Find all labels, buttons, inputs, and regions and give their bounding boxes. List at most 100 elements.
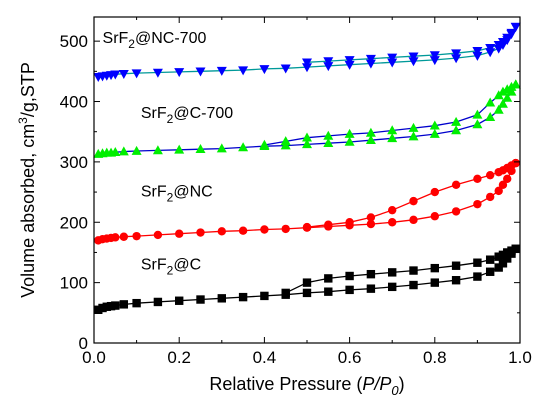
data-point: [280, 64, 291, 74]
data-point: [344, 136, 355, 146]
data-point: [280, 136, 291, 146]
data-point: [472, 109, 483, 119]
y-tick-label: 100: [60, 274, 88, 293]
data-point: [102, 302, 111, 311]
data-point: [195, 67, 206, 77]
data-point: [497, 86, 508, 96]
data-point: [451, 49, 462, 59]
data-point: [430, 212, 439, 221]
data-point: [110, 70, 121, 80]
data-point: [485, 112, 496, 122]
data-point: [238, 226, 248, 235]
data-point: [131, 145, 142, 155]
data-point: [494, 186, 503, 196]
data-point: [195, 144, 206, 154]
data-point: [119, 300, 129, 309]
data-point: [493, 40, 504, 50]
data-point: [408, 52, 419, 62]
data-point: [451, 54, 462, 64]
data-point: [409, 196, 418, 206]
data-point: [132, 298, 141, 308]
data-point: [366, 219, 376, 229]
data-point: [409, 215, 418, 225]
data-point: [493, 104, 504, 114]
data-point: [153, 297, 163, 307]
y-tick-label: 0: [79, 334, 88, 353]
data-point: [260, 225, 269, 234]
data-point: [111, 233, 120, 242]
data-point: [387, 58, 398, 68]
data-point: [472, 119, 483, 129]
y-tick-label: 400: [60, 93, 88, 112]
data-point: [323, 57, 334, 67]
data-point: [498, 180, 508, 190]
data-point: [451, 180, 461, 190]
x-tick-label: 0.6: [338, 348, 362, 367]
data-point: [485, 97, 496, 107]
data-point: [510, 22, 521, 32]
data-point: [106, 301, 116, 311]
data-point: [365, 134, 376, 144]
data-point: [196, 295, 205, 304]
y-tick-label: 300: [60, 153, 88, 172]
data-point: [387, 133, 398, 143]
data-point: [365, 127, 376, 137]
data-point: [302, 58, 312, 68]
data-point: [259, 139, 270, 149]
data-point: [387, 53, 398, 63]
data-point: [119, 232, 129, 241]
data-point: [429, 56, 440, 66]
data-point: [485, 255, 495, 264]
data-point: [494, 263, 503, 272]
data-point: [324, 274, 333, 283]
data-point: [430, 278, 439, 287]
data-point: [494, 167, 503, 177]
data-point: [503, 248, 512, 257]
data-point: [429, 51, 440, 61]
data-point: [302, 288, 312, 298]
x-tick-label: 0.4: [253, 348, 277, 367]
data-point: [344, 56, 355, 66]
data-point: [98, 303, 107, 313]
data-point: [503, 254, 512, 263]
data-point: [451, 276, 461, 285]
data-point: [366, 269, 376, 279]
data-point: [118, 146, 129, 156]
data-point: [260, 291, 269, 301]
data-point: [175, 229, 184, 238]
data-point: [451, 207, 461, 216]
data-point: [302, 132, 312, 142]
x-tick-label: 0.8: [423, 348, 447, 367]
data-point: [131, 69, 142, 79]
data-point: [409, 266, 418, 275]
data-point: [344, 128, 355, 138]
data-point: [388, 205, 397, 215]
data-point: [408, 122, 419, 132]
data-point: [324, 287, 333, 296]
data-point: [217, 227, 226, 236]
data-point: [238, 142, 249, 152]
data-point: [132, 231, 141, 241]
data-point: [111, 301, 120, 310]
data-point: [345, 271, 354, 281]
data-point: [388, 268, 397, 277]
data-point: [174, 68, 185, 78]
series-label: SrF2@NC: [141, 183, 213, 204]
data-point: [94, 305, 103, 314]
data-point: [503, 174, 512, 183]
data-point: [110, 147, 121, 157]
data-point: [388, 218, 397, 227]
data-point: [152, 145, 163, 155]
axes: 0.0 0.2 0.4 0.6 0.8 1.0 0 100 200 300 400 500 Relati…: [16, 16, 532, 398]
data-point: [387, 125, 398, 135]
data-point: [345, 218, 354, 227]
data-point: [366, 284, 376, 293]
series-2: [93, 79, 521, 158]
data-point: [498, 250, 508, 260]
y-tick-label: 500: [60, 32, 88, 51]
series-label: SrF2@NC-700: [103, 30, 207, 51]
data-point: [118, 69, 129, 79]
data-point: [216, 143, 227, 153]
data-point: [472, 51, 483, 61]
